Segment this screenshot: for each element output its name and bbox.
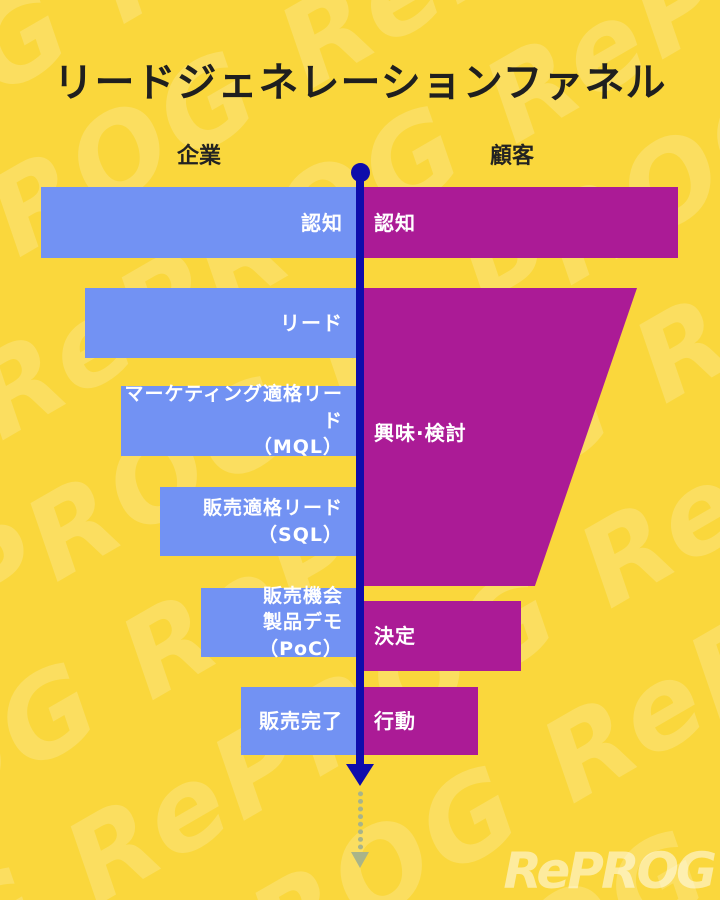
- page-title: リードジェネレーションファネル: [53, 60, 667, 106]
- stage-label: 販売完了: [259, 709, 343, 733]
- stage-label-line1: 販売機会: [262, 584, 343, 607]
- reprog-logo: RePROG: [503, 842, 717, 900]
- stage-customer-interest-consideration: 興味·検討: [364, 288, 637, 586]
- stage-company-awareness: 認知: [41, 187, 357, 258]
- dotted-arrowhead-icon: [351, 852, 369, 868]
- timeline-start-dot: [351, 163, 370, 182]
- stage-label-line1: マーケティング適格リード: [124, 383, 343, 432]
- stage-company-opportunity-poc: 販売機会 製品デモ（PoC）: [201, 585, 357, 660]
- stage-customer-awareness: 認知: [364, 187, 678, 258]
- stage-customer-decision: 決定: [364, 601, 521, 671]
- stage-company-lead: リード: [85, 288, 357, 358]
- stage-company-sale-complete: 販売完了: [241, 687, 357, 755]
- stage-company-mql: マーケティング適格リード （MQL）: [121, 383, 357, 458]
- stage-label: 認知: [374, 210, 416, 235]
- stage-company-sql: 販売適格リード （SQL）: [160, 487, 357, 556]
- stage-label: リード: [280, 311, 343, 335]
- stage-label: 認知: [301, 210, 343, 235]
- stage-label: 販売適格リード （SQL）: [203, 495, 343, 548]
- stage-label: マーケティング適格リード （MQL）: [121, 381, 343, 461]
- column-header-company: 企業: [176, 144, 221, 169]
- timeline-arrowhead-icon: [346, 764, 374, 786]
- stage-label: 決定: [374, 624, 416, 648]
- timeline-axis-line: [356, 172, 364, 766]
- stage-label-line2: 製品デモ（PoC）: [259, 611, 343, 660]
- stage-label-line2: （SQL）: [258, 523, 343, 546]
- stage-customer-action: 行動: [364, 687, 478, 755]
- stage-label: 行動: [374, 709, 416, 733]
- stage-label: 興味·検討: [374, 421, 467, 445]
- dotted-continuation-line: [358, 790, 363, 852]
- stage-label: 販売機会 製品デモ（PoC）: [201, 583, 343, 663]
- stage-label-line2: （MQL）: [252, 436, 343, 459]
- column-header-customer: 顧客: [489, 144, 534, 169]
- stage-label-line1: 販売適格リード: [202, 496, 343, 519]
